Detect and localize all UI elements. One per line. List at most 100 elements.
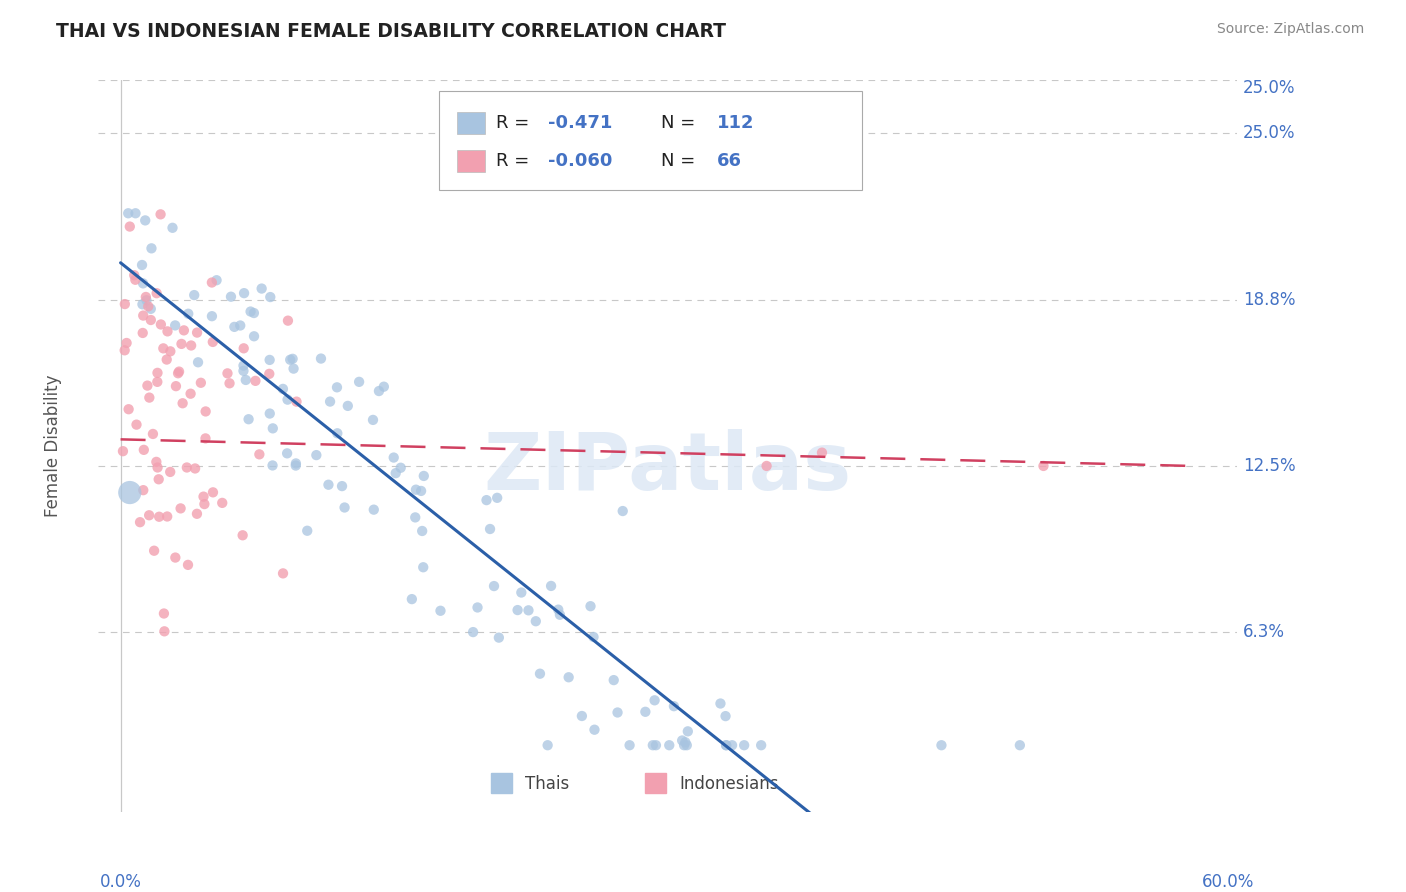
Point (524, 614, 547, 628)
Point (235, 373, 257, 387)
Point (118, 219, 141, 234)
Text: 112: 112 (717, 114, 755, 132)
Point (122, 268, 145, 283)
Point (262, 458, 284, 473)
Point (409, 483, 432, 498)
Point (138, 391, 160, 405)
Text: N =: N = (661, 153, 700, 170)
Point (167, 365, 190, 379)
Point (139, 313, 162, 327)
Text: 66: 66 (717, 153, 742, 170)
Point (138, 508, 160, 523)
Point (132, 326, 155, 340)
Point (186, 507, 208, 521)
Point (177, 307, 200, 321)
Point (259, 367, 281, 381)
Point (603, 673, 626, 687)
Point (125, 417, 148, 432)
Point (250, 281, 273, 295)
Point (156, 352, 179, 367)
Point (277, 392, 299, 407)
Point (187, 355, 209, 369)
Point (309, 351, 332, 366)
Point (148, 472, 170, 486)
Point (326, 426, 349, 441)
Text: Female Disability: Female Disability (44, 375, 62, 517)
Point (644, 693, 666, 707)
Point (153, 607, 176, 621)
Point (271, 566, 294, 581)
Point (1032, 458, 1054, 473)
Point (243, 329, 266, 343)
Point (118, 485, 141, 500)
Point (721, 738, 744, 752)
Point (326, 380, 349, 394)
Point (156, 324, 179, 338)
Point (1008, 738, 1031, 752)
Point (172, 396, 194, 410)
Text: R =: R = (496, 114, 536, 132)
Point (276, 446, 298, 460)
Point (333, 500, 356, 515)
Bar (645, 773, 665, 794)
Text: N =: N = (661, 114, 700, 132)
Text: Thais: Thais (526, 775, 569, 793)
Text: 0.0%: 0.0% (100, 873, 142, 891)
Point (159, 465, 181, 479)
Point (582, 630, 605, 644)
Point (606, 706, 628, 720)
Point (180, 386, 202, 401)
Point (232, 364, 254, 378)
Point (412, 469, 434, 483)
Point (124, 206, 146, 220)
Point (165, 550, 187, 565)
Point (412, 560, 434, 574)
Point (461, 625, 484, 640)
Point (132, 483, 155, 498)
Point (211, 496, 233, 510)
Point (193, 490, 215, 504)
Text: -0.060: -0.060 (548, 153, 613, 170)
Point (201, 485, 224, 500)
Point (278, 352, 301, 367)
Point (132, 277, 155, 291)
Point (361, 413, 384, 427)
Point (243, 306, 266, 320)
Point (676, 724, 699, 739)
Point (401, 592, 423, 607)
Point (259, 290, 281, 304)
Point (319, 394, 342, 409)
Point (117, 206, 139, 220)
Text: THAI VS INDONESIAN FEMALE DISABILITY CORRELATION CHART: THAI VS INDONESIAN FEMALE DISABILITY COR… (56, 22, 727, 41)
Point (262, 421, 284, 435)
Point (479, 522, 502, 536)
Point (529, 666, 551, 681)
Point (583, 723, 606, 737)
Point (201, 309, 224, 323)
Point (363, 502, 385, 516)
Point (510, 585, 533, 599)
Point (190, 376, 212, 390)
Point (148, 509, 170, 524)
Point (218, 376, 240, 391)
Point (186, 326, 208, 340)
Point (671, 733, 693, 747)
Point (146, 366, 169, 380)
Point (131, 297, 153, 311)
Point (714, 709, 737, 723)
Point (146, 375, 169, 389)
Point (239, 304, 262, 318)
Point (142, 427, 165, 442)
Point (506, 603, 529, 617)
Point (931, 738, 953, 752)
Point (136, 299, 159, 313)
Point (143, 543, 166, 558)
Point (145, 286, 167, 301)
Point (675, 738, 697, 752)
Point (145, 455, 167, 469)
Point (180, 338, 202, 352)
Point (404, 510, 426, 524)
Point (579, 599, 602, 614)
Point (205, 273, 228, 287)
Point (217, 367, 239, 381)
